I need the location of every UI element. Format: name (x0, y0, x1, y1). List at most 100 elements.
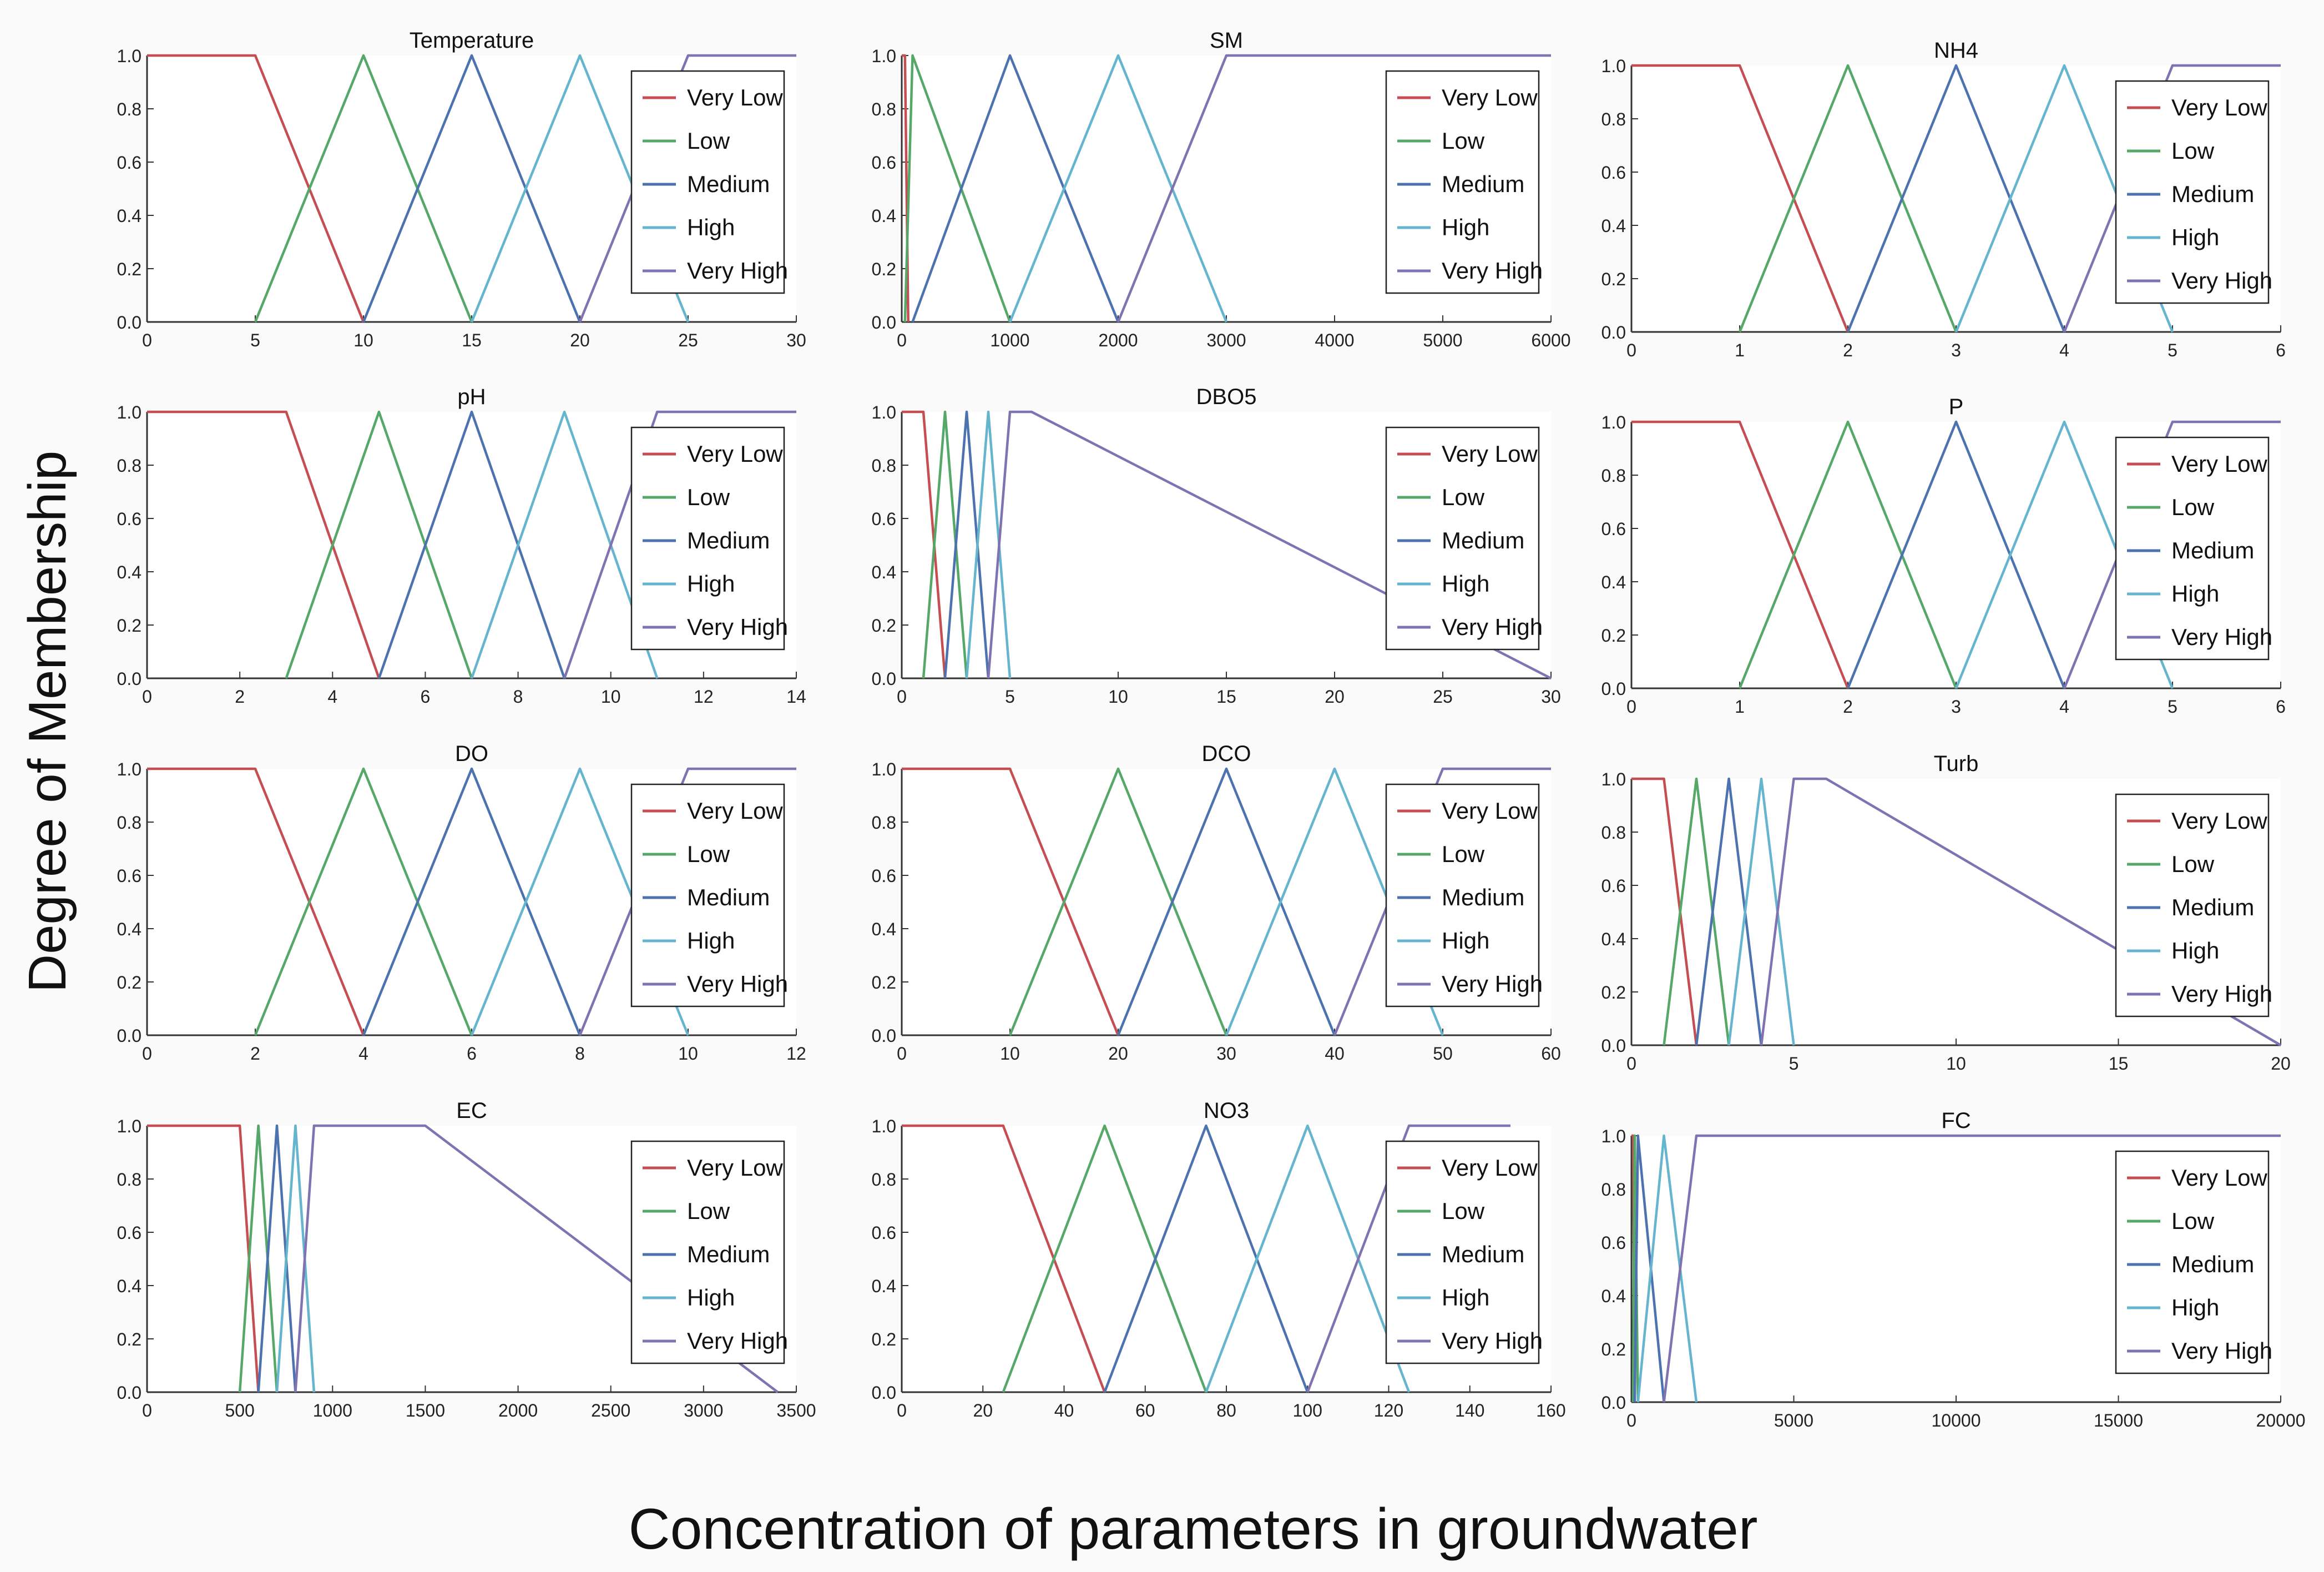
subplot-turb: Turb 0.0 0.2 0.4 0.6 0.8 1.0 0 5 10 15 20 Very Low Lo… (1601, 752, 2291, 1074)
x-tick-label: 5 (250, 330, 260, 350)
y-tick-label: 0.6 (872, 1223, 896, 1243)
y-tick-label: 0.6 (1601, 519, 1626, 539)
y-tick-label: 1.0 (872, 759, 896, 779)
x-tick-label: 5 (2168, 697, 2178, 717)
series-line-high (965, 410, 1012, 679)
x-tick-label: 15 (462, 330, 482, 350)
x-tick-label: 5 (2168, 340, 2178, 360)
legend-item-very-high: Very High (643, 258, 788, 284)
x-tick-label: 2 (1843, 340, 1853, 360)
y-tick-label: 0.8 (117, 456, 142, 476)
legend-item-medium: Medium (1397, 171, 1524, 197)
legend-label: Very High (2171, 1338, 2272, 1364)
y-tick-label: 0.0 (117, 1026, 142, 1046)
series-line-very-high (1663, 1134, 2281, 1403)
series-line-low (254, 54, 473, 323)
x-tick-label: 12 (786, 1044, 806, 1064)
x-tick-label: 4 (2059, 340, 2069, 360)
x-tick-label: 3 (1951, 697, 1961, 717)
legend-item-medium: Medium (643, 171, 770, 197)
subplot-dco: DCO 0.0 0.2 0.4 0.6 0.8 1.0 0 10 20 30 40 50 60 Very L… (872, 742, 1561, 1064)
legend-item-very-high: Very High (2127, 624, 2272, 650)
legend-label: Medium (687, 171, 770, 197)
x-tick-label: 4 (327, 687, 337, 707)
x-tick-label: 0 (897, 1400, 907, 1420)
legend: Very Low Low Medium High Very High (630, 1140, 788, 1364)
y-tick-label: 0.2 (117, 1329, 142, 1349)
x-tick-label: 20 (1108, 1044, 1128, 1064)
legend-item-medium: Medium (2127, 537, 2254, 563)
y-tick-label: 0.2 (1601, 269, 1626, 289)
series-line-very-high (1760, 777, 2282, 1046)
y-tick-label: 0.4 (1601, 929, 1626, 949)
legend-item-very-low: Very Low (643, 441, 783, 467)
legend: Very Low Low Medium High Very High (1385, 783, 1543, 1007)
legend-item-high: High (1397, 1284, 1489, 1311)
x-tick-label: 5 (1789, 1054, 1799, 1074)
series-line-very-high (294, 1124, 779, 1393)
legend-label: High (1442, 571, 1489, 597)
legend-item-very-high: Very High (2127, 981, 2272, 1007)
legend-item-low: Low (1397, 841, 1485, 867)
x-tick-label: 6 (2276, 697, 2286, 717)
series-line-high (1636, 1134, 1698, 1403)
y-tick-label: 0.8 (117, 1170, 142, 1190)
subplot-title: NH4 (1934, 38, 1978, 63)
y-tick-label: 0.6 (872, 509, 896, 529)
series-line-low (1663, 777, 1730, 1046)
y-tick-label: 0.0 (872, 669, 896, 689)
x-tick-label: 60 (1135, 1400, 1155, 1420)
legend-box (630, 426, 785, 651)
y-tick-label: 1.0 (1601, 56, 1626, 76)
y-tick-label: 1.0 (1601, 1126, 1626, 1146)
y-tick-label: 0.8 (1601, 823, 1626, 843)
y-tick-label: 0.4 (872, 919, 896, 939)
x-tick-label: 0 (142, 687, 152, 707)
y-tick-label: 0.8 (1601, 109, 1626, 129)
legend-label: Very High (1442, 258, 1543, 284)
legend-item-medium: Medium (643, 1241, 770, 1267)
legend-label: Very Low (687, 1155, 783, 1181)
x-tick-label: 3 (1951, 340, 1961, 360)
legend-box (2115, 80, 2270, 304)
x-tick-label: 15 (2109, 1054, 2129, 1074)
series-line-medium (377, 410, 566, 679)
x-tick-label: 10 (678, 1044, 698, 1064)
legend-item-very-high: Very High (1397, 258, 1543, 284)
legend-item-very-high: Very High (643, 614, 788, 640)
legend-label: Very High (687, 971, 788, 997)
legend-label: Medium (1442, 884, 1524, 910)
series-line-high (470, 410, 659, 679)
y-tick-label: 0.8 (872, 456, 896, 476)
subplot-title: DO (455, 742, 488, 766)
series-line-very-low (1631, 64, 1850, 332)
y-tick-label: 0.4 (117, 919, 142, 939)
legend-label: Low (1442, 841, 1485, 867)
x-tick-label: 2000 (1098, 330, 1138, 350)
x-tick-label: 4 (2059, 697, 2069, 717)
subplot-ph: pH 0.0 0.2 0.4 0.6 0.8 1.0 0 2 4 6 8 10 12 14 Very Low L… (117, 385, 806, 707)
subplot-no3: NO3 0.0 0.2 0.4 0.6 0.8 1.0 0 20 40 60 80 100 120 140 1… (872, 1099, 1566, 1420)
legend-label: Very High (1442, 971, 1543, 997)
legend-label: Very Low (1442, 84, 1538, 110)
legend-item-high: High (643, 571, 735, 597)
legend-label: High (687, 928, 735, 954)
legend-box (2115, 1150, 2270, 1374)
x-tick-label: 0 (142, 330, 152, 350)
x-tick-label: 25 (1433, 687, 1453, 707)
legend-item-low: Low (1397, 1198, 1485, 1224)
x-tick-label: 20 (1325, 687, 1345, 707)
series-line-medium (1846, 64, 2066, 332)
y-tick-label: 0.6 (1601, 163, 1626, 183)
x-tick-label: 50 (1433, 1044, 1453, 1064)
series-line-very-low (147, 54, 365, 323)
legend-label: Medium (1442, 527, 1524, 553)
y-tick-label: 0.8 (872, 1170, 896, 1190)
legend-label: Low (2171, 494, 2215, 520)
series-line-high (1727, 777, 1795, 1046)
x-tick-label: 3000 (684, 1400, 723, 1420)
legend-box (1385, 426, 1540, 651)
x-tick-label: 1 (1735, 697, 1745, 717)
subplot-title: NO3 (1204, 1099, 1249, 1123)
